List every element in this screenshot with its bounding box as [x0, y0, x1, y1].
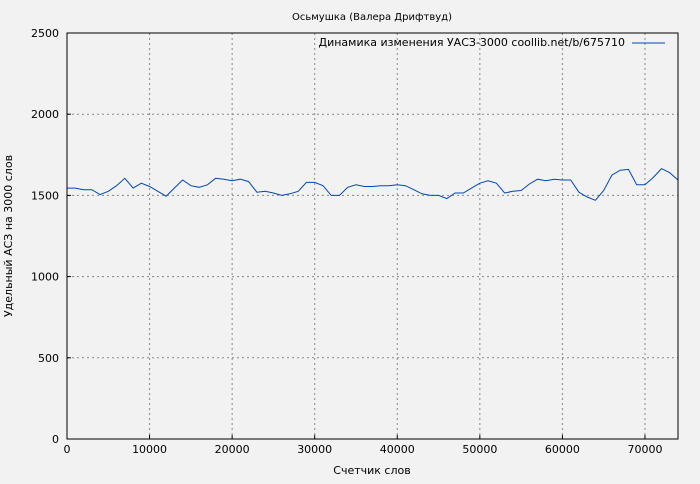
x-tick-label: 0 [64, 443, 71, 456]
chart-title: Осьмушка (Валера Дрифтвуд) [292, 12, 452, 23]
x-tick-label: 10000 [132, 443, 167, 456]
y-tick-label: 500 [38, 352, 59, 365]
y-tick-label: 2500 [31, 27, 59, 40]
x-axis-label: Счетчик слов [333, 464, 410, 477]
y-tick-label: 2000 [31, 108, 59, 121]
plot-frame [66, 32, 679, 440]
y-tick-label: 1500 [31, 189, 59, 202]
ticks: 0 10000 20000 30000 40000 50000 60000 70000 0 500… [31, 27, 662, 456]
x-tick-label: 60000 [545, 443, 580, 456]
x-tick-label: 20000 [215, 443, 250, 456]
x-tick-label: 30000 [297, 443, 332, 456]
y-tick-label: 0 [52, 433, 59, 446]
grid [67, 33, 678, 439]
y-tick-label: 1000 [31, 271, 59, 284]
x-tick-label: 70000 [627, 443, 662, 456]
legend-label: Динамика изменения УАСЗ-3000 coollib.net… [319, 36, 626, 49]
y-axis-label: Удельный АСЗ на 3000 слов [2, 155, 15, 317]
series-line [67, 167, 679, 201]
x-tick-label: 50000 [462, 443, 497, 456]
x-tick-label: 40000 [380, 443, 415, 456]
